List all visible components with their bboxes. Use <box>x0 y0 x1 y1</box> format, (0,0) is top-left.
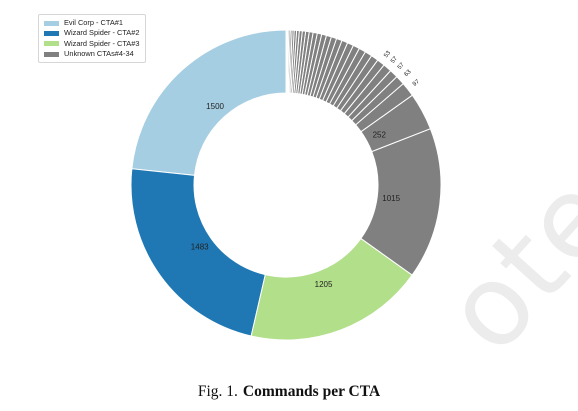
legend-swatch <box>44 51 59 57</box>
slice-value-label: 1205 <box>315 280 333 289</box>
legend-swatch <box>44 30 59 36</box>
slice-value-label: 53 <box>383 50 392 59</box>
legend-item-evil-corp: Evil Corp - CTA#1 <box>44 18 139 28</box>
donut-slice <box>285 29 288 94</box>
slice-value-label: 1483 <box>191 243 209 252</box>
figure-title: Commands per CTA <box>242 383 381 400</box>
legend-swatch <box>44 41 59 47</box>
slice-value-label: 57 <box>397 62 406 71</box>
slice-value-label: 252 <box>373 131 387 140</box>
legend-item-unknown: Unknown CTAs#4-34 <box>44 49 139 59</box>
chart-legend: Evil Corp - CTA#1 Wizard Spider - CTA#2 … <box>38 14 147 64</box>
legend-label: Wizard Spider - CTA#2 <box>64 28 140 38</box>
legend-item-wizard-spider-2: Wizard Spider - CTA#2 <box>44 28 139 38</box>
legend-item-wizard-spider-3: Wizard Spider - CTA#3 <box>44 39 139 49</box>
slice-value-label: 1500 <box>206 102 224 111</box>
slice-value-label: 97 <box>412 79 421 88</box>
slice-value-label: 1015 <box>382 194 400 203</box>
slice-value-label: 63 <box>404 69 413 78</box>
legend-label: Unknown CTAs#4-34 <box>64 48 134 58</box>
legend-label: Evil Corp - CTA#1 <box>64 18 124 27</box>
legend-swatch <box>44 20 59 26</box>
figure-caption: Fig. 1. Commands per CTA <box>0 383 578 401</box>
figure-number: Fig. 1. <box>197 383 238 400</box>
slice-value-label: 57 <box>390 55 399 64</box>
legend-label: Wizard Spider - CTA#3 <box>64 38 140 48</box>
donut-slice <box>130 168 266 337</box>
donut-slice <box>131 29 287 176</box>
